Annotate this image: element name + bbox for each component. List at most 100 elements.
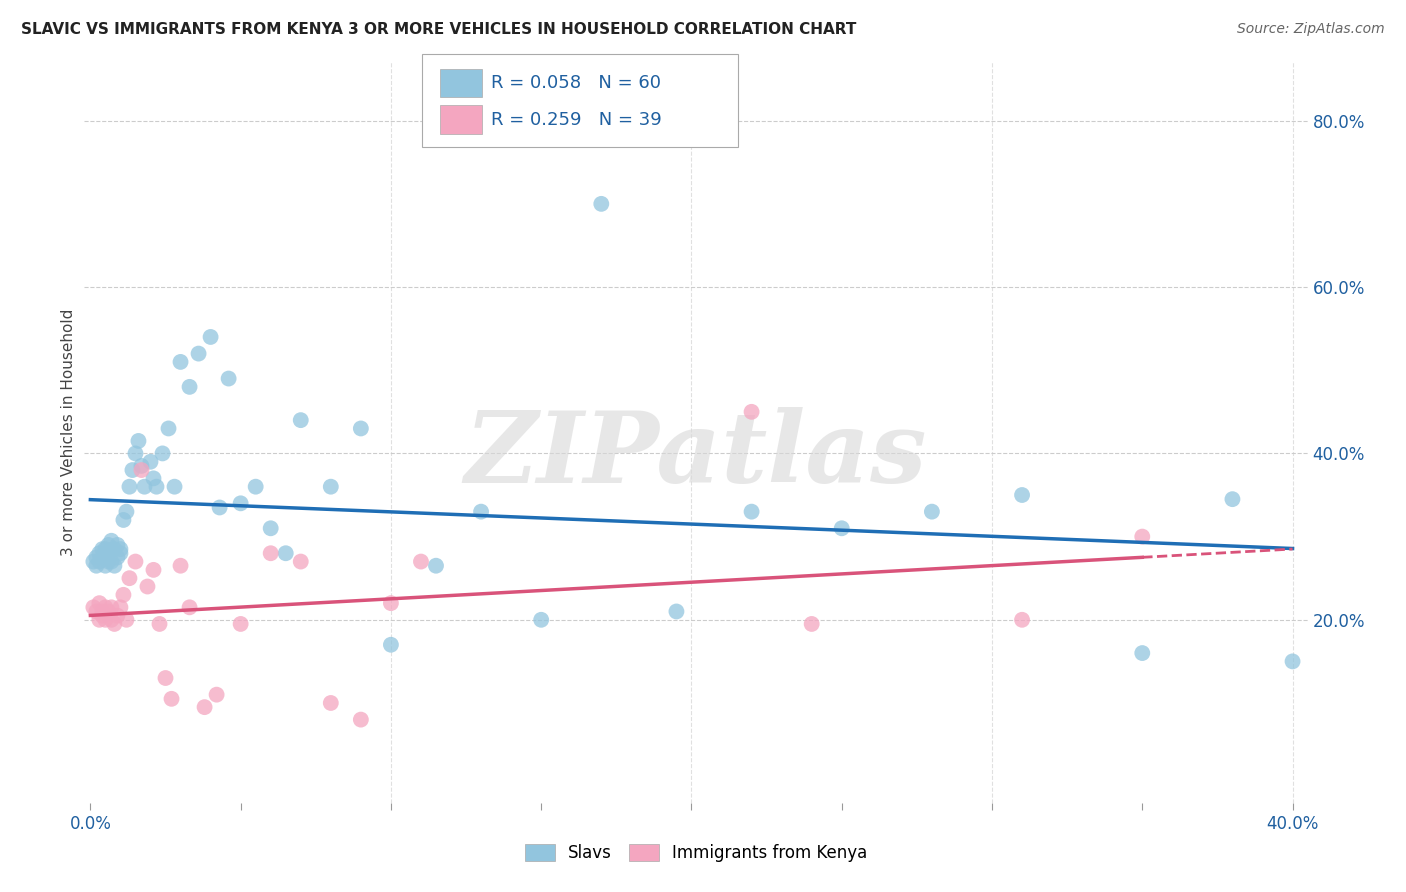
Point (1281, 654, 1303, 668)
Point (208, 500, 231, 515)
Point (100, 600, 122, 615)
Point (142, 563, 165, 577)
Point (86, 605, 108, 619)
Point (1130, 530, 1153, 544)
Text: SLAVIC VS IMMIGRANTS FROM KENYA 3 OR MORE VEHICLES IN HOUSEHOLD CORRELATION CHAR: SLAVIC VS IMMIGRANTS FROM KENYA 3 OR MOR… (21, 22, 856, 37)
Y-axis label: 3 or more Vehicles in Household: 3 or more Vehicles in Household (60, 309, 76, 557)
Point (319, 480, 342, 494)
Point (112, 588, 135, 602)
Point (110, 600, 132, 615)
Point (89, 546, 111, 560)
Point (155, 671, 177, 685)
Point (110, 546, 132, 560)
Point (179, 380, 201, 394)
Point (380, 638, 402, 652)
Point (103, 558, 125, 573)
Legend: Slavs, Immigrants from Kenya: Slavs, Immigrants from Kenya (517, 837, 875, 869)
Point (530, 613, 553, 627)
Point (169, 355, 191, 369)
Point (1130, 646, 1153, 660)
Point (274, 546, 297, 560)
Point (200, 330, 222, 344)
Point (157, 421, 180, 435)
Point (921, 505, 943, 519)
Point (350, 713, 373, 727)
Point (290, 555, 312, 569)
Point (800, 616, 823, 631)
Point (591, 197, 613, 211)
Text: R = 0.259   N = 39: R = 0.259 N = 39 (491, 111, 661, 128)
Point (94, 600, 117, 615)
Point (169, 558, 191, 573)
Point (127, 434, 149, 448)
Point (205, 688, 228, 702)
Point (82, 600, 104, 615)
Point (103, 616, 125, 631)
Point (94, 558, 117, 573)
Point (91, 542, 114, 557)
Point (131, 458, 153, 473)
Point (97, 555, 120, 569)
Point (107, 550, 129, 565)
Point (1011, 488, 1033, 502)
Point (100, 613, 122, 627)
Point (160, 691, 183, 706)
Point (94, 546, 117, 560)
Point (91, 605, 114, 619)
Point (1222, 492, 1244, 507)
Point (110, 542, 132, 557)
Point (89, 596, 111, 610)
Point (142, 471, 165, 485)
Point (86, 550, 108, 565)
Point (194, 700, 217, 714)
Point (107, 538, 129, 552)
Point (115, 505, 138, 519)
Point (163, 480, 186, 494)
Point (118, 480, 141, 494)
Point (89, 613, 111, 627)
Point (139, 455, 162, 469)
Point (82, 555, 104, 569)
Point (100, 555, 122, 569)
Point (97, 605, 120, 619)
Point (425, 558, 447, 573)
Point (741, 405, 763, 419)
Point (148, 616, 170, 631)
Point (112, 513, 135, 527)
Point (145, 480, 167, 494)
Point (100, 533, 122, 548)
Point (152, 446, 174, 460)
Point (229, 496, 252, 510)
Point (136, 580, 159, 594)
Point (107, 608, 129, 623)
Point (91, 550, 114, 565)
Text: Source: ZipAtlas.com: Source: ZipAtlas.com (1237, 22, 1385, 37)
Point (94, 542, 117, 557)
Point (260, 521, 283, 535)
Point (319, 696, 342, 710)
Point (350, 421, 373, 435)
Point (245, 480, 267, 494)
Point (124, 555, 146, 569)
Point (409, 555, 432, 569)
Point (187, 346, 209, 360)
Point (229, 616, 252, 631)
Point (831, 521, 853, 535)
Point (260, 546, 283, 560)
Point (1011, 613, 1033, 627)
Point (179, 600, 201, 615)
Text: R = 0.058   N = 60: R = 0.058 N = 60 (491, 74, 661, 92)
Point (124, 446, 146, 460)
Point (91, 608, 114, 623)
Point (89, 555, 111, 569)
Point (86, 558, 108, 573)
Point (134, 480, 156, 494)
Point (290, 413, 312, 427)
Point (665, 605, 688, 619)
Point (218, 371, 240, 385)
Point (380, 596, 402, 610)
Point (121, 463, 143, 477)
Point (97, 538, 120, 552)
Point (118, 571, 141, 585)
Point (103, 542, 125, 557)
